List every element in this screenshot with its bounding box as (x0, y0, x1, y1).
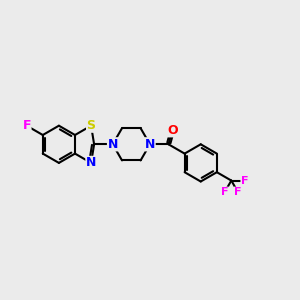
Text: S: S (87, 119, 96, 132)
Text: O: O (167, 124, 178, 137)
Text: F: F (234, 187, 242, 197)
Text: F: F (221, 187, 228, 197)
Text: N: N (145, 138, 155, 151)
Text: N: N (86, 156, 96, 170)
Text: F: F (22, 119, 31, 132)
Text: F: F (241, 176, 248, 186)
Text: N: N (107, 138, 118, 151)
